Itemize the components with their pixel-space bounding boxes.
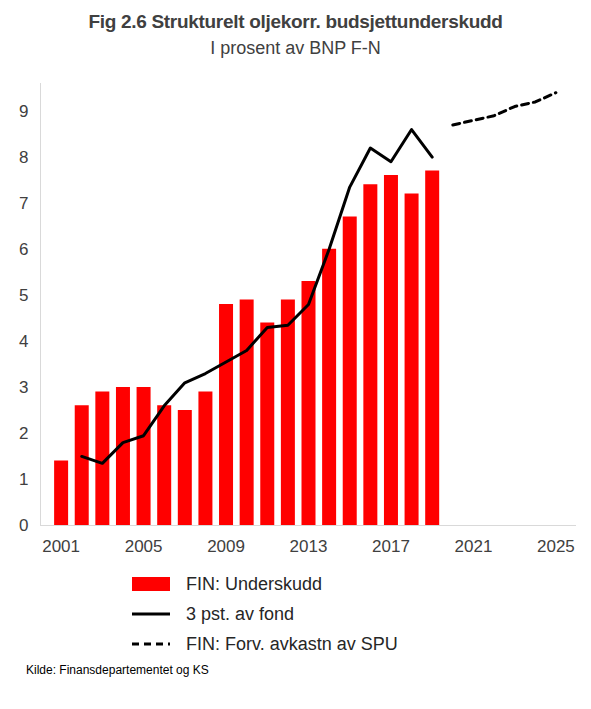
svg-text:2013: 2013 bbox=[290, 537, 328, 556]
svg-text:8: 8 bbox=[19, 148, 28, 167]
svg-text:6: 6 bbox=[19, 240, 28, 259]
svg-text:2001: 2001 bbox=[42, 537, 80, 556]
svg-text:1: 1 bbox=[19, 470, 28, 489]
html-text:FIN: Forv. avkastn av SPU: FIN: Forv. avkastn av SPU bbox=[186, 633, 398, 654]
html-text:FIN: Underskudd: FIN: Underskudd bbox=[186, 573, 323, 594]
html-text:I prosent av BNP F-N: I prosent av BNP F-N bbox=[210, 38, 381, 58]
svg-text:4: 4 bbox=[19, 332, 28, 351]
svg-text:9: 9 bbox=[19, 102, 28, 121]
svg-text:0: 0 bbox=[19, 516, 28, 535]
svg-text:2: 2 bbox=[19, 424, 28, 443]
svg-text:2025: 2025 bbox=[537, 537, 575, 556]
svg-text:7: 7 bbox=[19, 194, 28, 213]
svg-text:2005: 2005 bbox=[125, 537, 163, 556]
svg-text:2017: 2017 bbox=[372, 537, 410, 556]
html-text:Kilde: Finansdepartementet og: Kilde: Finansdepartementet og KS bbox=[26, 663, 209, 677]
html-text:Fig 2.6 Strukturelt oljekorr.: Fig 2.6 Strukturelt oljekorr. budsjettun… bbox=[88, 11, 503, 32]
html-text:3 pst. av fond: 3 pst. av fond bbox=[186, 603, 295, 624]
svg-text:3: 3 bbox=[19, 378, 28, 397]
svg-text:2009: 2009 bbox=[207, 537, 245, 556]
svg-text:2021: 2021 bbox=[455, 537, 493, 556]
svg-text:5: 5 bbox=[19, 286, 28, 305]
